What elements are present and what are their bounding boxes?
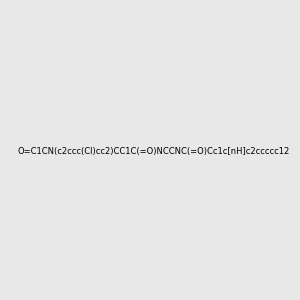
Text: O=C1CN(c2ccc(Cl)cc2)CC1C(=O)NCCNC(=O)Cc1c[nH]c2ccccc12: O=C1CN(c2ccc(Cl)cc2)CC1C(=O)NCCNC(=O)Cc1… <box>18 147 290 156</box>
